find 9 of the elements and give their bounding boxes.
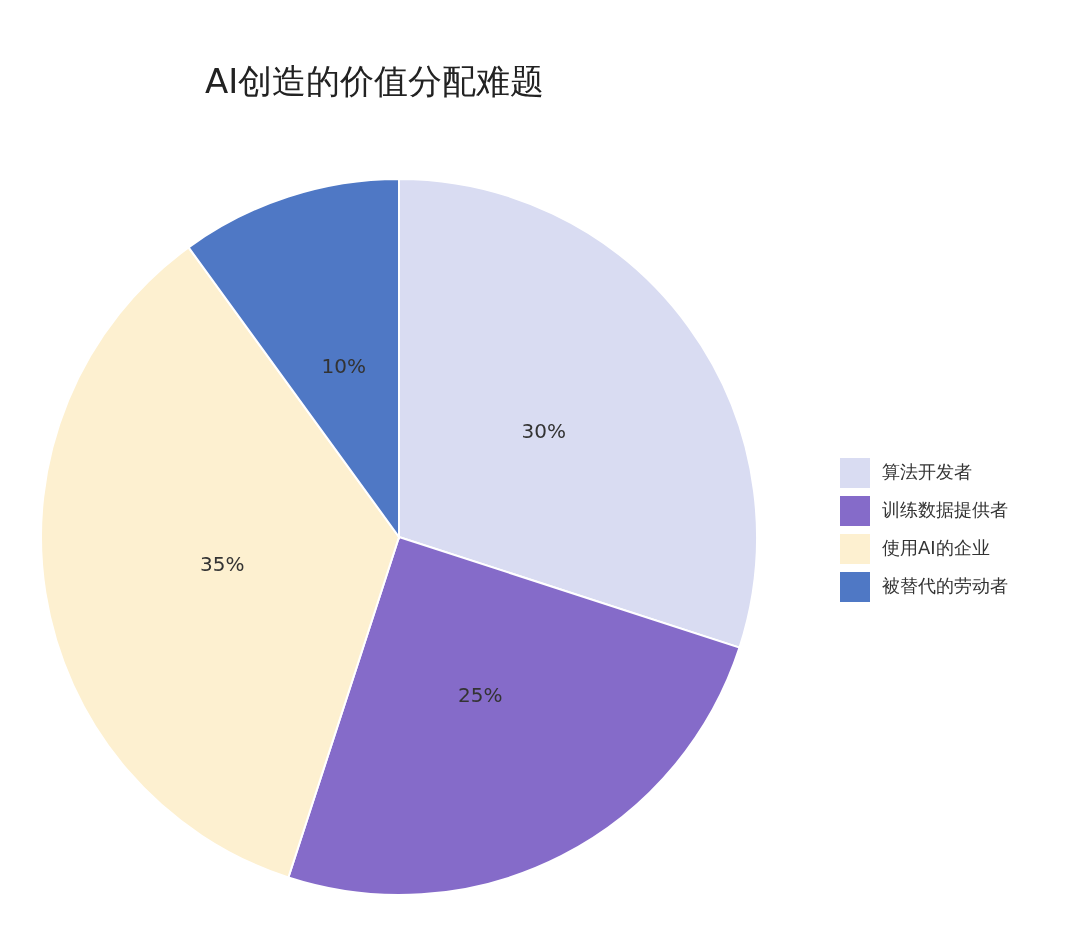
- legend-label: 算法开发者: [882, 461, 972, 482]
- data-label: 10%: [321, 353, 366, 378]
- chart-title: AI创造的价值分配难题: [205, 61, 545, 101]
- legend-label: 被替代的劳动者: [882, 575, 1008, 596]
- data-label: 30%: [521, 418, 567, 443]
- legend-label: 训练数据提供者: [882, 499, 1008, 520]
- data-label: 35%: [199, 552, 245, 576]
- legend-label: 使用AI的企业: [882, 537, 990, 558]
- data-label: 25%: [458, 683, 503, 708]
